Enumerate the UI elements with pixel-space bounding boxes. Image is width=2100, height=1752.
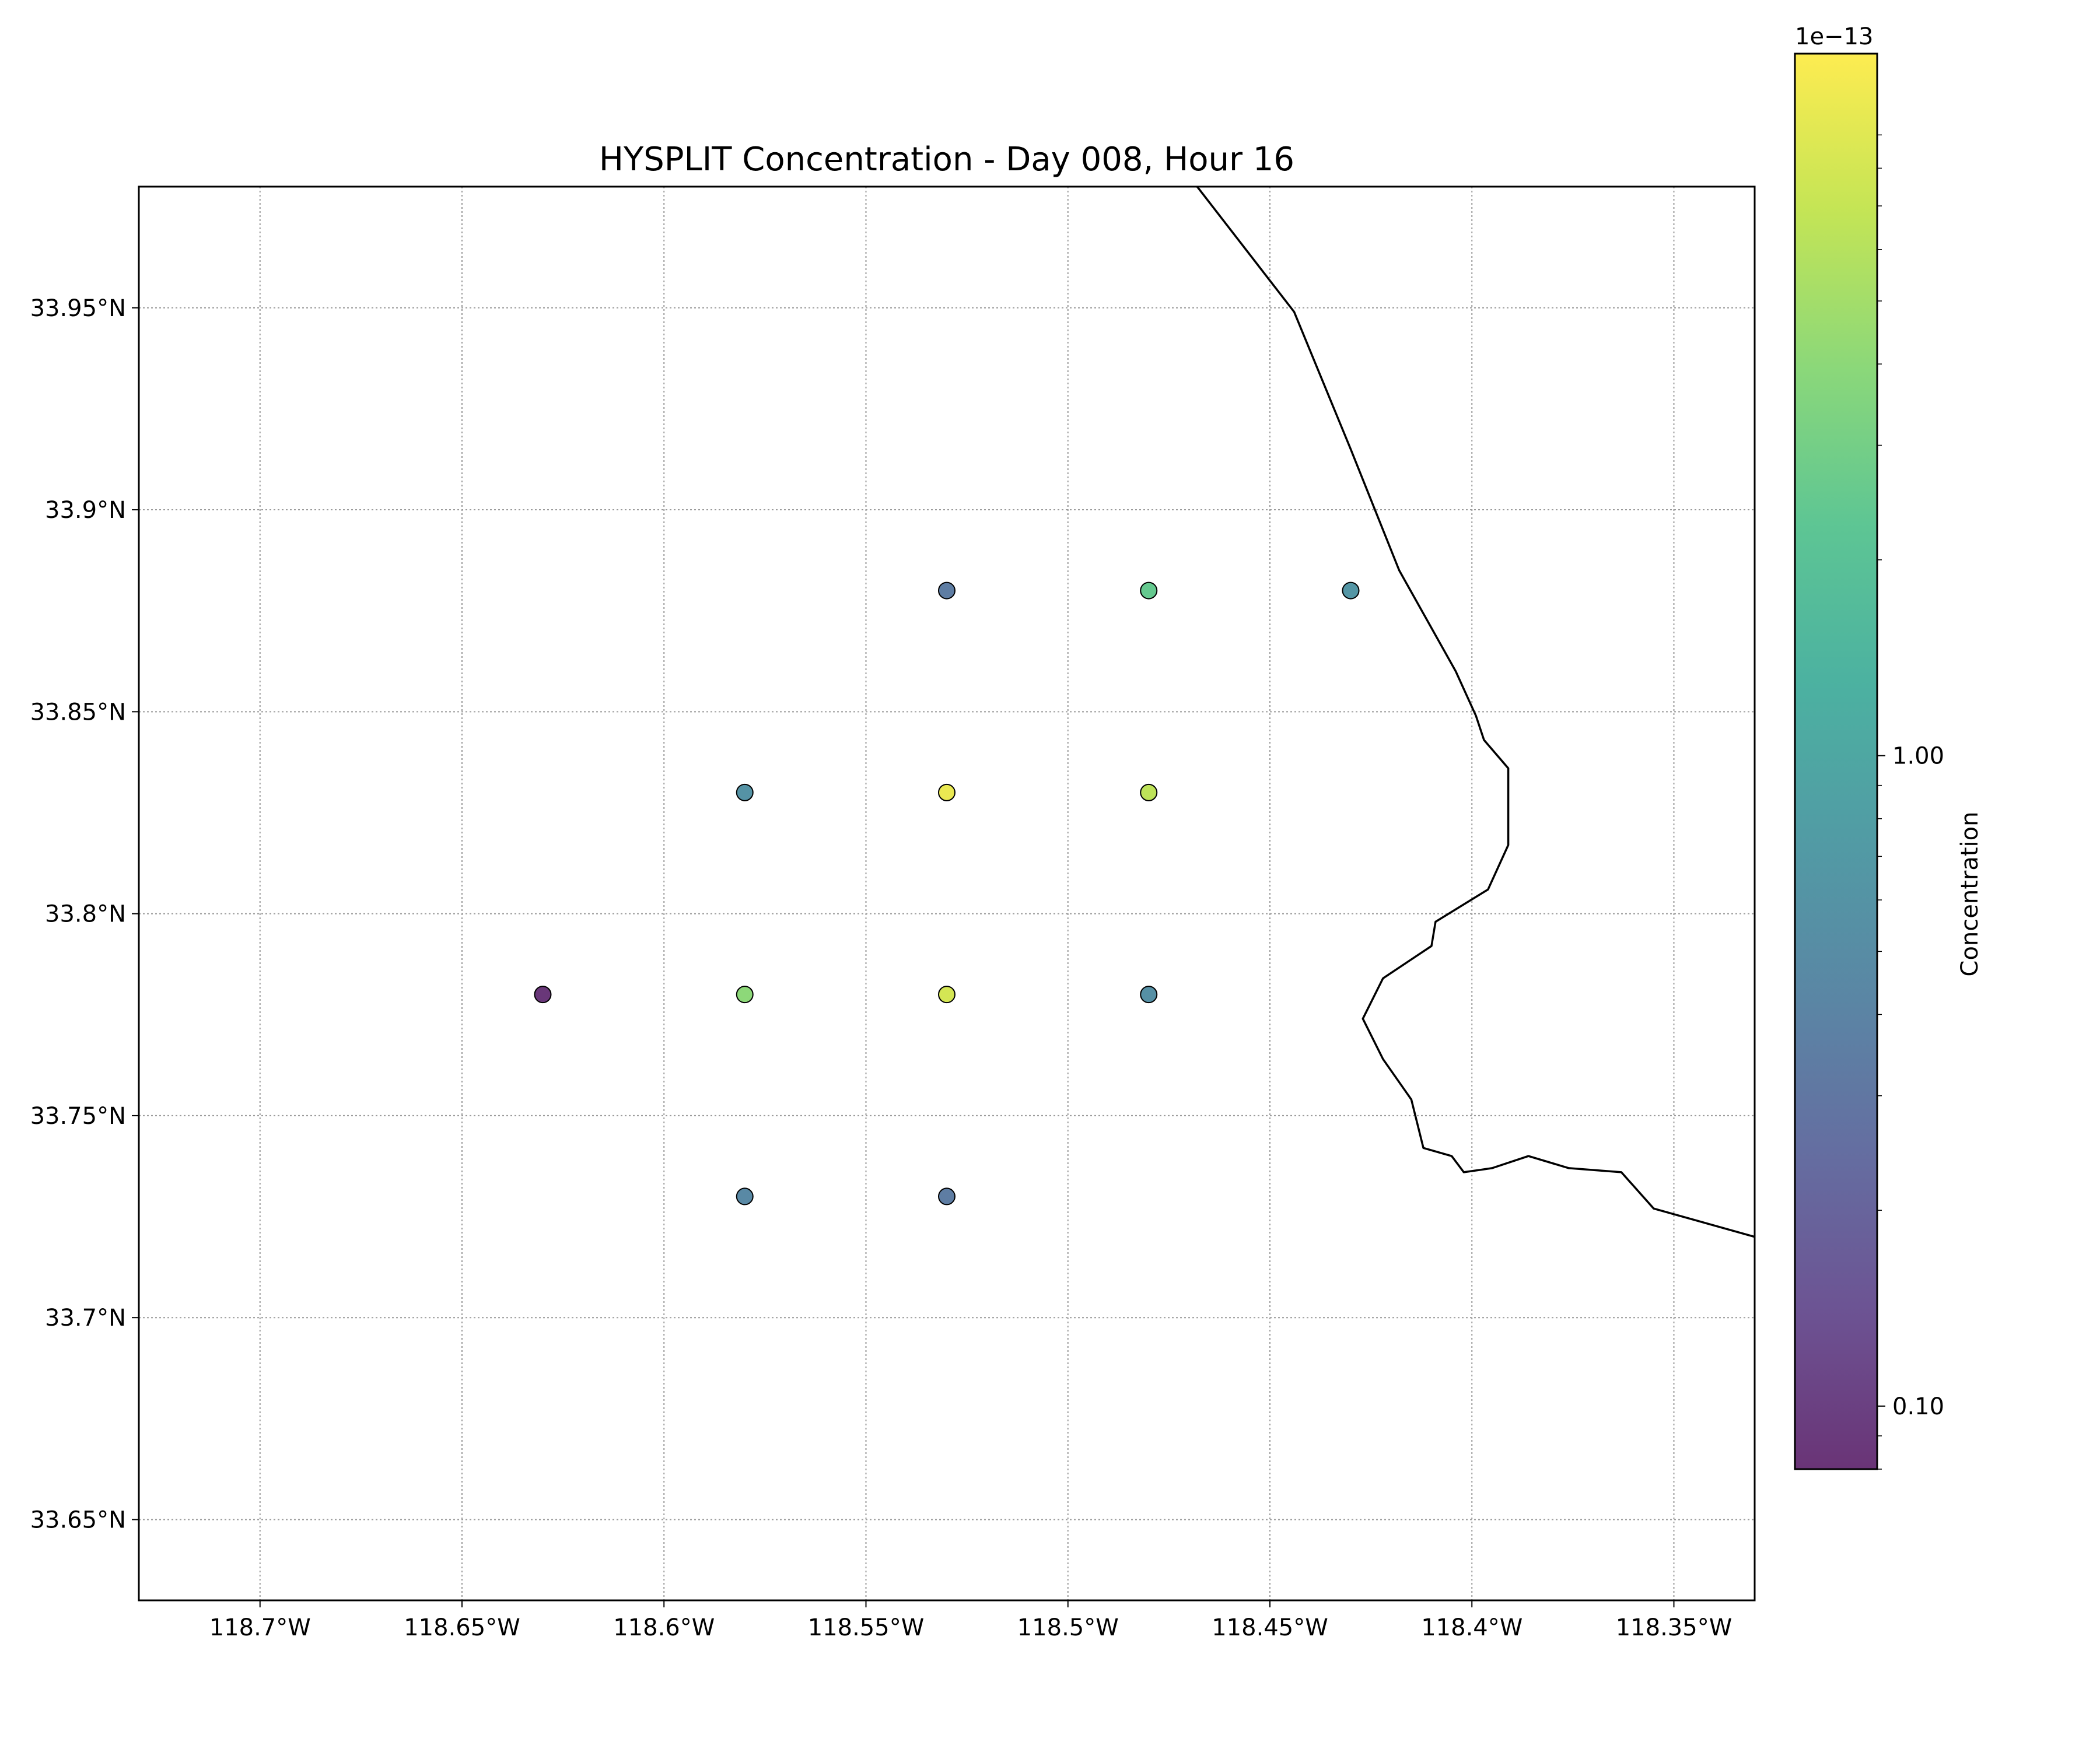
colorbar-label: Concentration [1957, 812, 1983, 977]
grid-layer [139, 187, 1755, 1600]
x-tick-label: 118.55°W [808, 1614, 925, 1641]
x-tick-label: 118.7°W [209, 1614, 311, 1641]
x-axis: 118.7°W 118.65°W 118.6°W 118.55°W 118.5°W 118… [209, 1600, 1732, 1641]
concentration-point [736, 986, 754, 1004]
colorbar-ticks: 0.10 1.00 [1877, 134, 1944, 1470]
plot-frame [138, 185, 1756, 1602]
y-tick-label: 33.75°N [30, 1103, 126, 1130]
y-tick-label: 33.65°N [30, 1506, 126, 1533]
x-tick-label: 118.6°W [613, 1614, 715, 1641]
colorbar: 1e−13 Concentration 0.10 1.00 [1794, 23, 1983, 1470]
coastline [1196, 187, 1755, 1238]
y-tick-label: 33.95°N [30, 295, 126, 322]
colorbar-gradient [1794, 52, 1878, 1470]
concentration-point [938, 1187, 956, 1206]
data-points [534, 581, 1360, 1206]
x-tick-label: 118.5°W [1017, 1614, 1119, 1641]
colorbar-tick-label: 1.00 [1892, 743, 1944, 770]
x-tick-label: 118.35°W [1616, 1614, 1732, 1641]
y-tick-label: 33.8°N [45, 901, 126, 928]
concentration-point [736, 1187, 754, 1206]
concentration-point [1140, 783, 1158, 801]
chart-title: HYSPLIT Concentration - Day 008, Hour 16 [599, 141, 1294, 178]
colorbar-multiplier: 1e−13 [1795, 23, 1873, 50]
concentration-point [736, 783, 754, 801]
concentration-point [1140, 986, 1158, 1004]
concentration-point [938, 986, 956, 1004]
y-tick-label: 33.7°N [45, 1305, 126, 1331]
y-tick-label: 33.9°N [45, 497, 126, 524]
x-tick-label: 118.4°W [1421, 1614, 1522, 1641]
x-tick-label: 118.65°W [404, 1614, 520, 1641]
concentration-point [1140, 581, 1158, 600]
y-tick-label: 33.85°N [30, 699, 126, 726]
y-axis: 33.65°N 33.7°N 33.75°N 33.8°N 33.85°N 33.9°N 3… [30, 295, 139, 1533]
concentration-point [534, 986, 552, 1004]
concentration-point [1342, 581, 1360, 600]
concentration-point [938, 783, 956, 801]
concentration-point [938, 581, 956, 600]
x-tick-label: 118.45°W [1212, 1614, 1328, 1641]
coastline-layer [1196, 187, 1755, 1238]
colorbar-tick-label: 0.10 [1892, 1393, 1944, 1420]
